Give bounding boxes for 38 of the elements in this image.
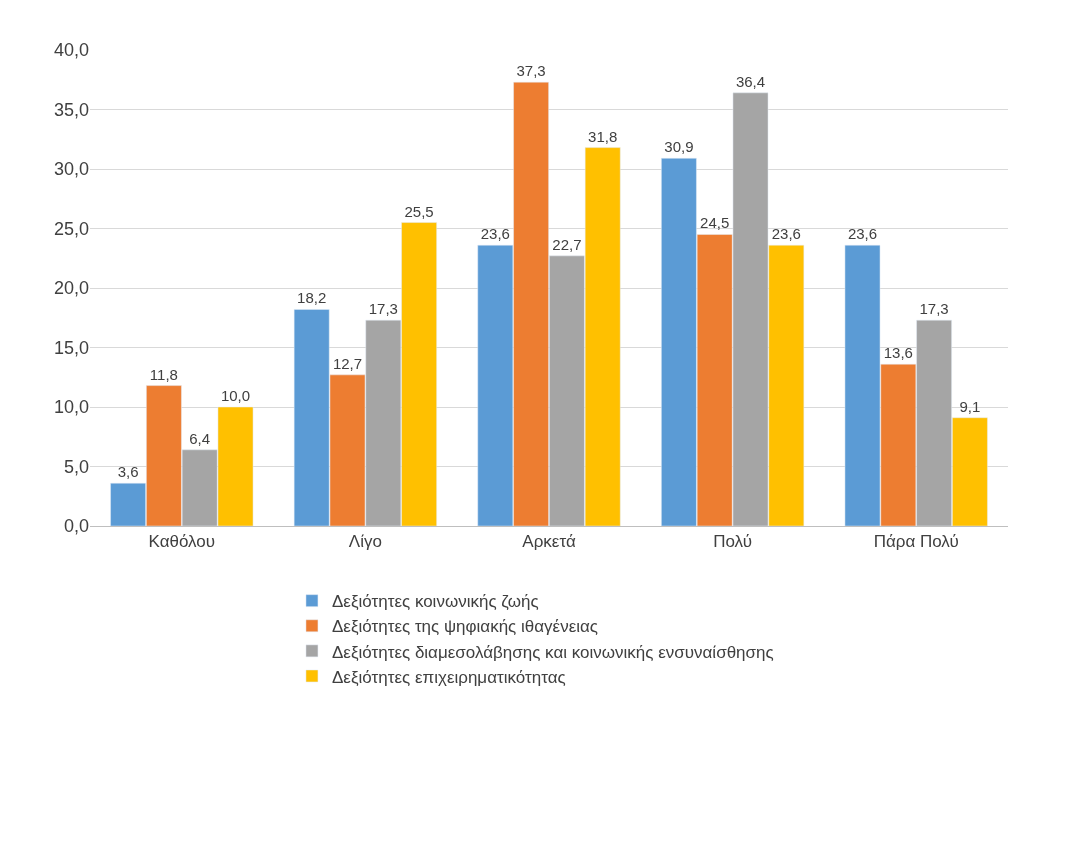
data-label: 30,9	[664, 138, 694, 156]
legend-label: Δεξιότητες διαμεσολάβησης και κοινωνικής ενσυναίσθησης	[331, 642, 774, 662]
data-label: 10,0	[220, 387, 251, 404]
data-label: 17,3	[919, 300, 949, 318]
data-label: 12,7	[332, 354, 363, 372]
y-tick-label: 20,0	[53, 278, 89, 299]
data-label: 9,1	[959, 397, 981, 415]
data-label: 11,8	[149, 365, 178, 383]
y-tick-label: 25,0	[53, 218, 89, 239]
data-label: 18,2	[297, 289, 327, 307]
data-label: 36,4	[735, 72, 766, 90]
x-tick-label: Πάρα Πολύ	[873, 532, 959, 552]
data-label: 37,3	[516, 62, 546, 80]
y-tick-label: 10,0	[53, 397, 89, 418]
data-label: 22,7	[552, 235, 582, 253]
data-label: 13,6	[883, 344, 913, 362]
x-tick-label: Αρκετά	[522, 532, 576, 552]
legend-label: Δεξιότητες κοινωνικής ζωής	[331, 592, 539, 612]
y-tick-label: 40,0	[53, 40, 89, 61]
data-label: 23,6	[771, 225, 801, 243]
x-tick-label: Καθόλου	[148, 532, 216, 552]
data-label: 23,6	[480, 225, 510, 243]
y-tick-label: 5,0	[63, 456, 89, 477]
data-label: 6,4	[189, 429, 211, 447]
y-tick-label: 35,0	[53, 99, 89, 120]
data-label: 23,6	[847, 225, 878, 243]
data-label: 3,6	[117, 463, 139, 481]
y-tick-label: 15,0	[53, 337, 89, 358]
data-label: 17,3	[368, 300, 398, 318]
data-label: 31,8	[588, 127, 618, 145]
legend-label: Δεξιότητες της ψηφιακής ιθαγένειας	[331, 617, 599, 637]
data-label: 24,5	[700, 214, 730, 232]
y-tick-label: 0,0	[63, 516, 89, 537]
data-label: 25,5	[404, 202, 434, 220]
x-tick-label: Πολύ	[713, 532, 753, 552]
x-tick-label: Λίγο	[348, 532, 382, 552]
legend-label: Δεξιότητες επιχειρηματικότητας	[331, 667, 566, 687]
y-tick-label: 30,0	[53, 159, 89, 180]
